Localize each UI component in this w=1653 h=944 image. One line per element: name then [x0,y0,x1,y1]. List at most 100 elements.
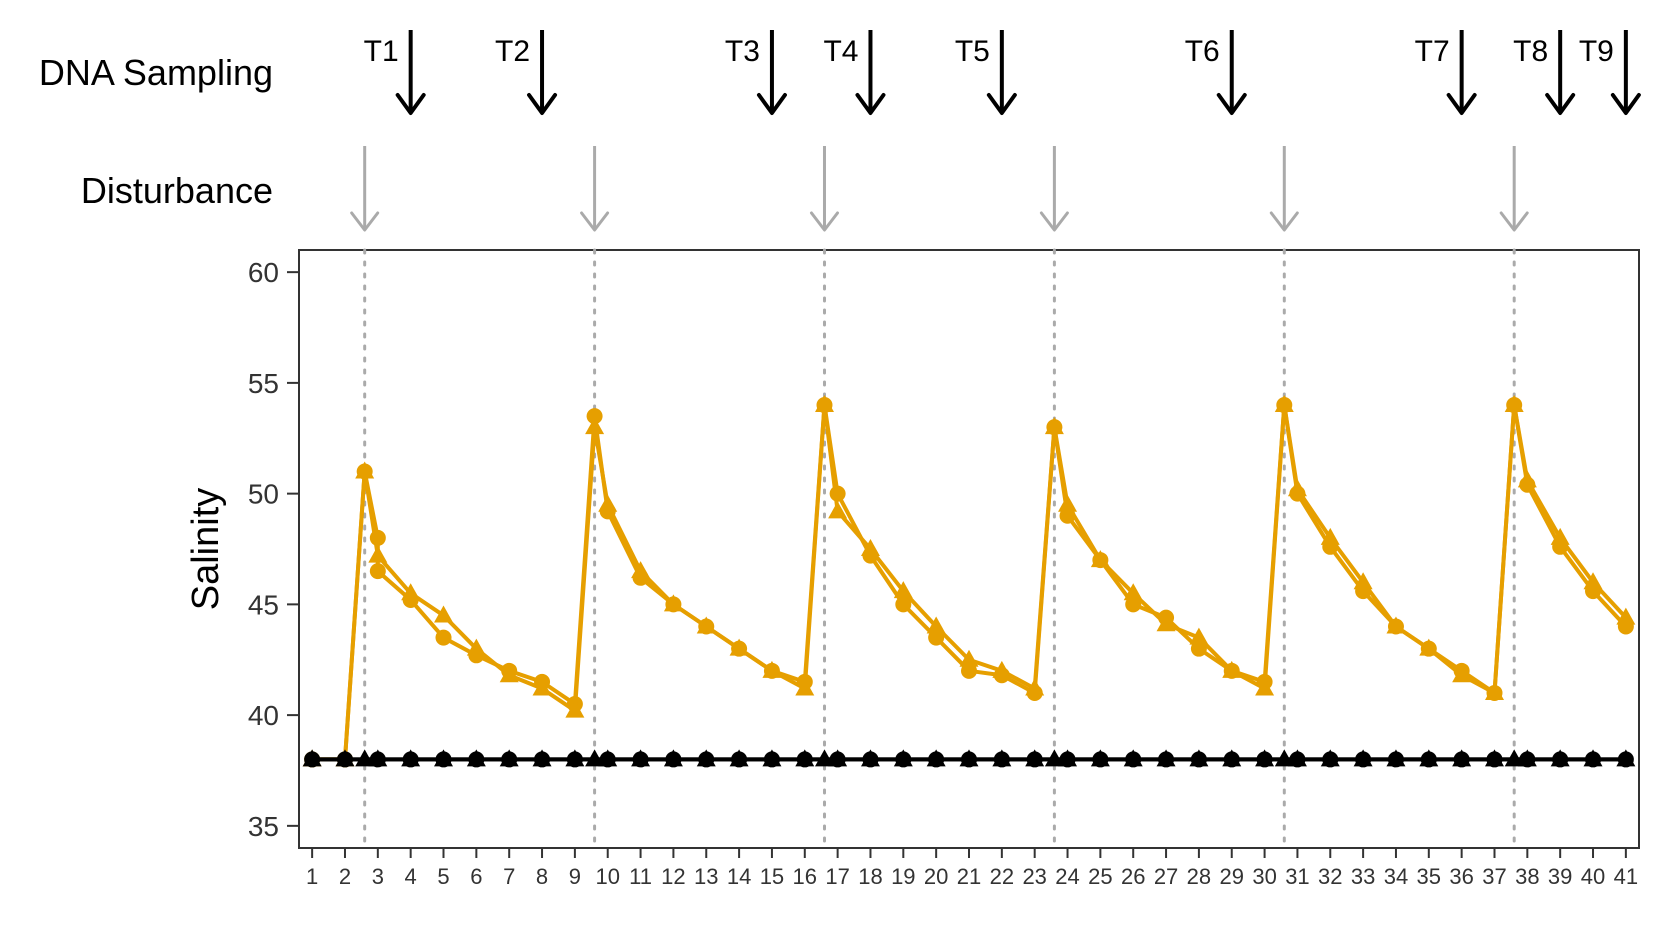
series-4-point-47 [1616,749,1636,767]
series-2-point-45 [1550,527,1570,545]
series-4-point-18 [795,749,815,767]
x-tick-label-20: 20 [924,864,948,889]
x-tick-label-32: 32 [1318,864,1342,889]
series-4-point-7 [466,749,486,767]
x-tick-label-4: 4 [405,864,417,889]
sampling-arrow-head [395,93,426,115]
sampling-arrow-head [1216,93,1247,115]
y-tick-label-60: 60 [248,257,279,288]
sampling-arrow-head [855,93,886,115]
x-tick-label-36: 36 [1449,864,1473,889]
series-4-point-5 [401,749,421,767]
x-tick-label-18: 18 [858,864,882,889]
x-tick-label-21: 21 [957,864,981,889]
sampling-arrow-head [1545,93,1576,115]
sampling-arrow-t8: T8 [1513,30,1576,115]
series-4-point-27 [1044,749,1064,767]
sampling-label-t5: T5 [955,35,990,68]
series-2 [302,395,1636,767]
series-4-point-31 [1156,749,1176,767]
sampling-label-t4: T4 [823,35,858,68]
series-layer [302,395,1636,768]
series-2-point-5 [401,583,421,601]
x-tick-label-11: 11 [629,864,652,889]
series-2-point-39 [1386,616,1406,634]
series-2-point-28 [1058,494,1078,512]
series-1-point-25 [961,662,977,679]
sampling-label-t1: T1 [364,35,399,68]
x-axis: 1 2 3 4 5 6 7 8 9 10 11 12 13 14 15 16 17 18 19 20 21 22 23 24 2… [306,848,1638,889]
series-4-point-22 [893,749,913,767]
series-4-point-32 [1189,749,1209,767]
series-4-point-11 [585,749,605,767]
series-2-point-47 [1616,607,1636,625]
series-2-point-19 [814,395,834,413]
series-2-point-38 [1353,572,1373,590]
sampling-arrow-head [1610,93,1641,115]
x-tick-label-22: 22 [990,864,1014,889]
series-2-point-8 [499,665,519,683]
x-tick-label-12: 12 [661,864,685,889]
series-4-point-40 [1419,749,1439,767]
series-4-point-8 [499,749,519,767]
x-tick-label-2: 2 [339,864,351,889]
series-2-point-11 [585,417,605,435]
series-4-point-33 [1222,749,1242,767]
x-tick-label-37: 37 [1482,864,1506,889]
x-tick-label-31: 31 [1285,864,1309,889]
x-tick-label-13: 13 [694,864,718,889]
sampling-arrow-t6: T6 [1185,30,1247,115]
disturbance-arrow-head [580,211,610,232]
x-tick-label-15: 15 [760,864,784,889]
sampling-arrow-t4: T4 [823,30,886,115]
x-tick-label-28: 28 [1187,864,1211,889]
series-1-point-24 [928,629,945,646]
x-tick-label-7: 7 [503,864,515,889]
disturbance-arrow-head [809,211,839,232]
series-4-point-12 [598,749,618,767]
y-axis-title: Salinity [185,488,227,611]
sampling-arrow-t9: T9 [1579,30,1641,115]
series-2-point-9 [532,678,552,696]
series-2-point-41 [1452,665,1472,683]
series-4-point-42 [1484,749,1504,767]
series-2-point-37 [1320,527,1340,545]
series-4-point-4 [368,749,388,767]
row-label-disturbance: Disturbance [81,170,273,211]
series-4-point-38 [1353,749,1373,767]
series-4-point-2 [335,749,355,767]
series-2-point-15 [696,616,716,634]
x-tick-label-29: 29 [1220,864,1244,889]
series-2-point-10 [565,700,585,718]
x-tick-label-6: 6 [470,864,482,889]
x-tick-label-19: 19 [891,864,915,889]
x-tick-label-34: 34 [1384,864,1408,889]
series-4-point-19 [814,749,834,767]
series-2-point-12 [598,494,618,512]
x-tick-label-8: 8 [536,864,548,889]
series-2-point-26 [1025,678,1045,696]
x-tick-label-17: 17 [825,864,849,889]
series-2-point-34 [1255,678,1275,696]
x-tick-label-39: 39 [1548,864,1572,889]
series-1-point-33 [1190,640,1207,657]
series-1-point-5 [369,563,386,580]
series-4-point-34 [1255,749,1275,767]
series-2-point-46 [1583,572,1603,590]
sampling-label-t3: T3 [725,35,760,68]
x-tick-label-26: 26 [1121,864,1145,889]
series-2-point-42 [1484,682,1504,700]
series-4-point-3 [355,749,375,767]
y-tick-label-45: 45 [248,589,279,620]
series-4-point-36 [1287,749,1307,767]
disturbance-arrow-head [350,211,380,232]
disturbance-arrow-4 [1039,146,1069,232]
y-tick-label-40: 40 [248,700,279,731]
series-4-point-29 [1090,749,1110,767]
series-2-point-25 [992,660,1012,678]
x-tick-label-1: 1 [306,864,318,889]
series-1-point-31 [1125,596,1142,613]
sampling-label-t2: T2 [495,35,530,68]
series-2-point-17 [762,660,782,678]
